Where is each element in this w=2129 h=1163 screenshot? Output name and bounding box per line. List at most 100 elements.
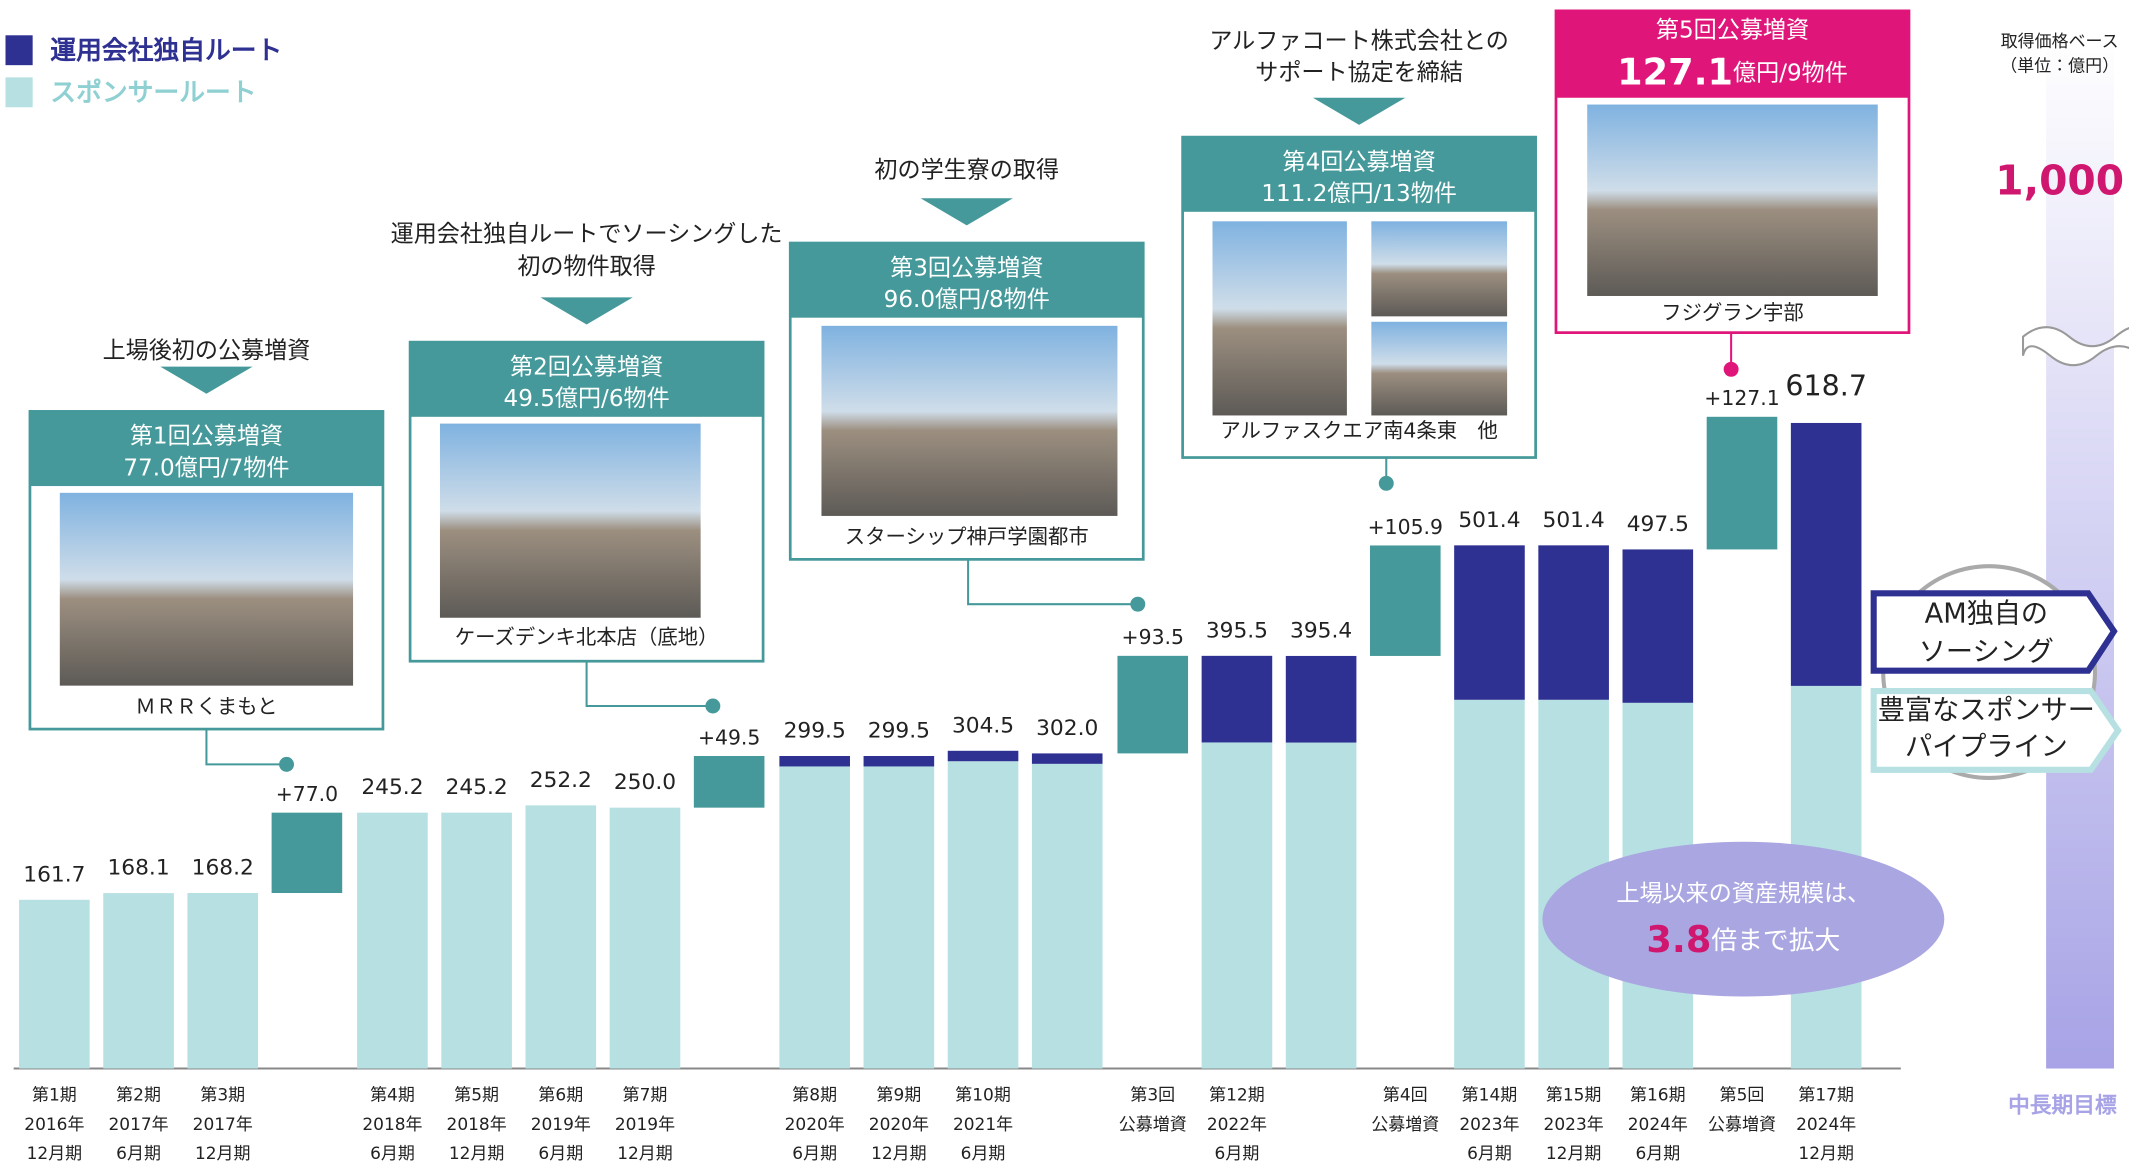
photo xyxy=(821,326,1117,516)
summary-multiple: 3.8 xyxy=(1646,917,1711,960)
offering-label: +105.9 xyxy=(1368,515,1443,539)
callout-caption: ケーズデンキ北本店（底地） xyxy=(455,625,719,649)
offering-bar xyxy=(1370,545,1441,655)
total-label: 304.5 xyxy=(952,713,1014,738)
x-tick-label: 6月期 xyxy=(961,1144,1006,1163)
bar-segment xyxy=(1286,743,1357,1069)
x-tick-label: 2020年 xyxy=(869,1115,929,1135)
x-tick-label: 2024年 xyxy=(1796,1115,1856,1135)
x-tick-label: 12月期 xyxy=(871,1144,927,1163)
connector xyxy=(968,559,1138,604)
connector-dot xyxy=(705,699,720,714)
x-tick-label: 第16期 xyxy=(1630,1086,1686,1106)
callout-title: 第2回公募増資 xyxy=(510,354,663,380)
x-tick-label: 2017年 xyxy=(193,1115,253,1135)
offering-label: +127.1 xyxy=(1704,386,1779,410)
callout-title: 第1回公募増資 xyxy=(130,424,283,450)
bar-segment xyxy=(864,756,935,766)
photo xyxy=(440,424,701,618)
total-label: 245.2 xyxy=(446,775,508,800)
target-value-label: 1,000 xyxy=(1995,156,2124,204)
total-label: 501.4 xyxy=(1543,508,1605,533)
connector-dot xyxy=(1130,597,1145,612)
x-tick-label: 6月期 xyxy=(1467,1144,1512,1163)
x-tick-label: 2016年 xyxy=(24,1115,84,1135)
callout-title: 第4回公募増資 xyxy=(1283,149,1436,175)
x-tick-label: 2021年 xyxy=(953,1115,1013,1135)
callout-title: 第3回公募増資 xyxy=(890,255,1043,281)
unit-note: （単位：億円） xyxy=(2000,57,2119,77)
callout-detail: 49.5億円/6物件 xyxy=(504,386,670,412)
bar-segment xyxy=(610,808,681,1069)
x-tick-label: 6月期 xyxy=(370,1144,415,1163)
bar-segment xyxy=(1538,545,1609,699)
legend-swatch xyxy=(5,35,32,65)
x-tick-label: 第6期 xyxy=(538,1086,583,1106)
bar-segment xyxy=(1286,656,1357,743)
total-label: 302.0 xyxy=(1036,716,1098,741)
pipeline-label: 豊富なスポンサー xyxy=(1878,695,2095,726)
offering-label: +77.0 xyxy=(276,782,338,806)
bar-segment xyxy=(441,813,512,1069)
offering-bar xyxy=(272,813,343,893)
bar-segment xyxy=(779,756,850,766)
callout-detail: 96.0億円/8物件 xyxy=(884,287,1050,313)
photo xyxy=(60,493,353,686)
callout-arrow xyxy=(160,367,252,394)
callout-heading: 初の学生寮の取得 xyxy=(874,158,1059,184)
offering-bar xyxy=(1707,417,1778,550)
x-tick-label: 2018年 xyxy=(447,1115,507,1135)
connector-dot xyxy=(279,757,294,772)
x-tick-label: 第2期 xyxy=(116,1086,161,1106)
x-tick-label: 6月期 xyxy=(538,1144,583,1163)
bar-segment xyxy=(19,900,90,1069)
bar-segment xyxy=(779,766,850,1068)
x-tick-label: 2023年 xyxy=(1544,1115,1604,1135)
offering-label: +93.5 xyxy=(1122,625,1184,649)
callout-arrow xyxy=(921,198,1013,225)
pipeline-label: AM独自の xyxy=(1925,599,2048,630)
x-tick-label: 第7期 xyxy=(623,1086,668,1106)
callout-arrow xyxy=(1313,98,1405,125)
x-tick-label: 6月期 xyxy=(1215,1144,1260,1163)
callout-detail-part: 111.2億円/13物件 xyxy=(1261,181,1457,207)
bar-segment xyxy=(1454,545,1525,699)
callout-detail: 77.0億円/7物件 xyxy=(123,455,289,481)
pipeline-label: ソーシング xyxy=(1919,637,2054,668)
x-tick-label: 6月期 xyxy=(1635,1144,1680,1163)
x-tick-label: 12月期 xyxy=(449,1144,505,1163)
summary-ellipse xyxy=(1542,842,1944,997)
x-tick-label: 2020年 xyxy=(785,1115,845,1135)
total-label: 252.2 xyxy=(530,768,592,793)
callout-caption: ＭＲＲくまもと xyxy=(135,694,277,718)
photo xyxy=(1212,221,1346,415)
connector xyxy=(587,661,713,706)
connector xyxy=(206,729,286,764)
x-tick-label: 2022年 xyxy=(1207,1115,1267,1135)
x-tick-label: 6月期 xyxy=(792,1144,837,1163)
x-tick-label: 第4期 xyxy=(370,1086,415,1106)
bar-segment xyxy=(1623,549,1694,702)
bar-segment xyxy=(948,751,1019,761)
legend-label: スポンサールート xyxy=(50,77,256,108)
photo xyxy=(1587,105,1878,296)
unit-note: 取得価格ベース xyxy=(2001,32,2119,52)
x-tick-label: 公募増資 xyxy=(1371,1115,1439,1135)
x-tick-label: 第9期 xyxy=(876,1086,921,1106)
x-tick-label: 第14期 xyxy=(1462,1086,1518,1106)
summary-text: 上場以来の資産規模は、 xyxy=(1616,881,1870,907)
legend-swatch xyxy=(5,77,32,107)
total-label: 168.2 xyxy=(192,856,254,881)
x-tick-label: 第4回 xyxy=(1383,1086,1428,1106)
callout-heading: 運用会社独自ルートでソーシングした xyxy=(391,221,783,247)
total-label: 497.5 xyxy=(1627,512,1689,537)
total-label: 168.1 xyxy=(107,856,169,881)
bar-segment xyxy=(1791,423,1862,686)
callout-detail-part: 96.0億円/8物件 xyxy=(884,287,1050,313)
x-tick-label: 12月期 xyxy=(1546,1144,1602,1163)
chart: 運用会社独自ルートスポンサールート161.7第1期2016年12月期168.1第… xyxy=(0,0,2129,1163)
offering-label: +49.5 xyxy=(698,725,760,749)
bar-segment xyxy=(948,761,1019,1068)
total-label: 395.4 xyxy=(1290,619,1352,644)
connector-dot xyxy=(1724,362,1739,377)
